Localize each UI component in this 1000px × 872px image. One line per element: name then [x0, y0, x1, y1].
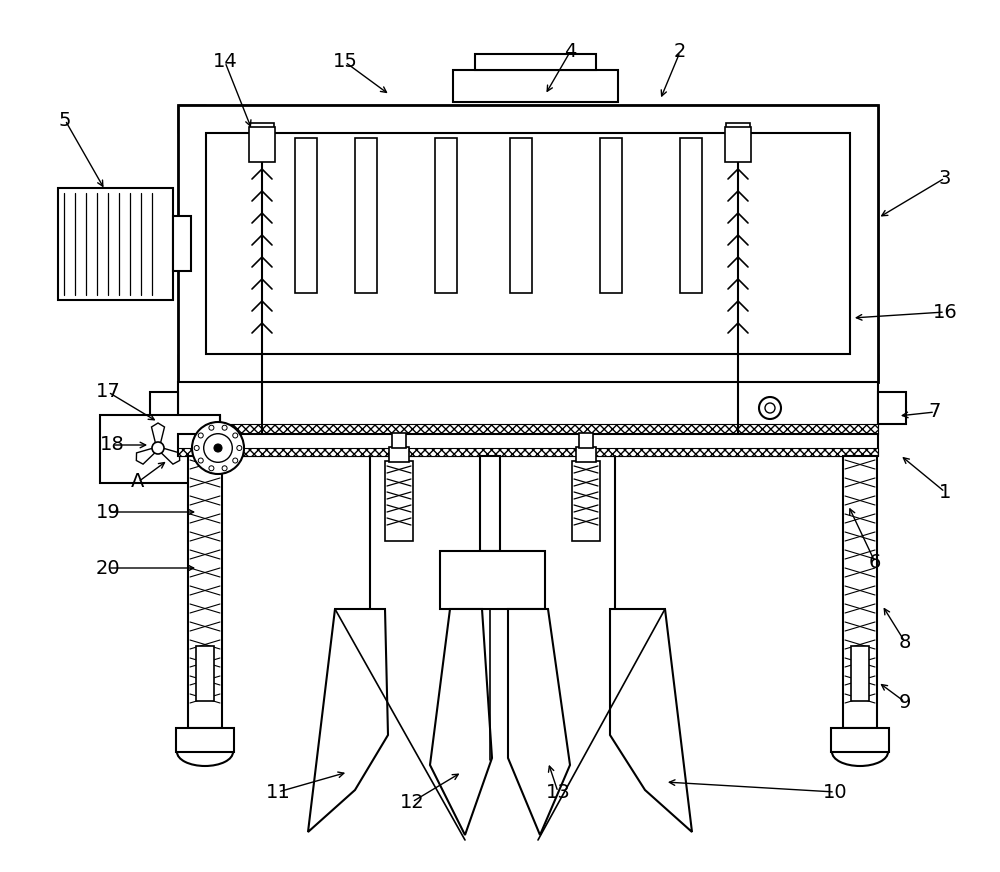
Bar	[178, 382, 878, 434]
Circle shape	[214, 444, 222, 452]
Text: 13: 13	[546, 782, 570, 801]
Text: 16: 16	[933, 303, 957, 322]
Bar	[480, 456, 500, 551]
Text: 18: 18	[100, 435, 124, 454]
Circle shape	[152, 442, 164, 454]
Bar	[188, 456, 222, 728]
Bar	[576, 447, 596, 462]
Text: 12: 12	[400, 793, 424, 812]
Bar	[206, 133, 850, 354]
Bar	[176, 728, 234, 752]
Bar	[295, 138, 317, 293]
Bar	[250, 123, 274, 136]
Polygon shape	[178, 448, 878, 456]
Bar	[100, 415, 220, 483]
Bar	[831, 728, 889, 752]
Bar	[389, 447, 409, 462]
Bar	[579, 433, 593, 448]
Bar	[453, 70, 618, 102]
Bar	[680, 138, 702, 293]
Bar	[249, 127, 275, 162]
Bar	[726, 123, 750, 136]
Circle shape	[222, 426, 227, 430]
Circle shape	[198, 433, 203, 438]
Polygon shape	[850, 105, 878, 382]
Bar	[150, 392, 178, 424]
Bar	[725, 127, 751, 162]
Circle shape	[204, 433, 232, 462]
Polygon shape	[308, 609, 388, 832]
Bar	[173, 216, 191, 271]
Text: A: A	[131, 473, 145, 492]
Text: 7: 7	[929, 403, 941, 421]
Bar	[385, 461, 413, 541]
Text: 19: 19	[96, 502, 120, 521]
Polygon shape	[151, 423, 165, 444]
Text: 4: 4	[564, 43, 576, 62]
Bar	[178, 434, 878, 456]
Text: 17: 17	[96, 383, 120, 401]
Polygon shape	[610, 609, 692, 832]
Polygon shape	[161, 448, 180, 464]
Polygon shape	[178, 105, 206, 382]
Text: 2: 2	[674, 43, 686, 62]
Bar	[600, 138, 622, 293]
Bar	[878, 392, 906, 424]
Circle shape	[192, 422, 244, 474]
Text: 10: 10	[823, 782, 847, 801]
Circle shape	[209, 466, 214, 471]
Circle shape	[237, 446, 242, 451]
Bar	[435, 138, 457, 293]
Circle shape	[209, 426, 214, 430]
Text: 5: 5	[59, 111, 71, 130]
Bar	[355, 138, 377, 293]
Circle shape	[765, 403, 775, 413]
Bar	[843, 456, 877, 728]
Polygon shape	[178, 354, 878, 382]
Circle shape	[233, 458, 238, 463]
Text: 8: 8	[899, 632, 911, 651]
Text: 1: 1	[939, 482, 951, 501]
Text: 15: 15	[333, 52, 357, 72]
Bar	[475, 54, 596, 70]
Bar	[392, 433, 406, 448]
Text: 11: 11	[266, 782, 290, 801]
Bar	[440, 551, 545, 609]
Polygon shape	[178, 105, 878, 133]
Circle shape	[198, 458, 203, 463]
Circle shape	[222, 466, 227, 471]
Bar	[510, 138, 532, 293]
Circle shape	[759, 397, 781, 419]
Text: 6: 6	[869, 553, 881, 571]
Polygon shape	[178, 424, 878, 434]
Polygon shape	[508, 609, 570, 835]
Bar	[572, 461, 600, 541]
Text: 3: 3	[939, 168, 951, 187]
Bar	[196, 646, 214, 701]
Text: 9: 9	[899, 692, 911, 712]
Bar	[178, 105, 878, 382]
Polygon shape	[136, 448, 155, 464]
Circle shape	[194, 446, 199, 451]
Circle shape	[233, 433, 238, 438]
Text: 20: 20	[96, 558, 120, 577]
Bar	[851, 646, 869, 701]
Polygon shape	[430, 609, 492, 835]
Text: 14: 14	[213, 52, 237, 72]
Bar	[58, 188, 173, 300]
